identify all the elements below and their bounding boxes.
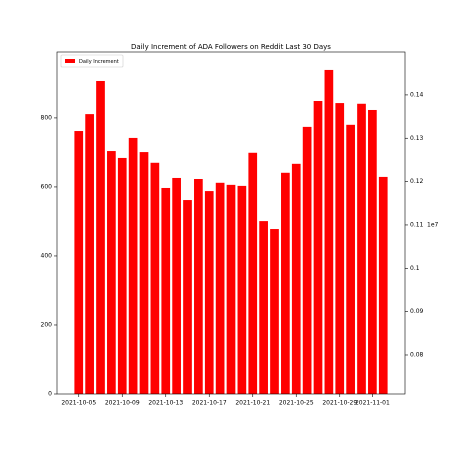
- x-tick-label: 2021-10-05: [61, 400, 96, 407]
- x-tick-label: 2021-10-25: [279, 400, 314, 407]
- bar: [139, 152, 149, 394]
- bar: [194, 178, 203, 394]
- bar: [85, 114, 94, 394]
- legend-label: Daily Increment: [79, 59, 119, 65]
- bar: [107, 151, 116, 394]
- x-tick-label: 2021-11-01: [355, 400, 390, 407]
- y2-tick-label: 0.11: [410, 221, 424, 228]
- plot-frame: [56, 51, 406, 395]
- bar: [313, 101, 323, 395]
- y2-tick-label: 0.1: [410, 265, 420, 272]
- bar: [96, 80, 105, 395]
- y-tick-label: 800: [41, 114, 53, 121]
- bar: [368, 109, 377, 395]
- bar: [248, 152, 258, 394]
- bar: [183, 200, 192, 394]
- bar: [150, 162, 160, 394]
- bar: [259, 221, 268, 394]
- bar: [215, 182, 225, 394]
- legend-box: [60, 54, 124, 68]
- bar: [270, 229, 279, 394]
- x-tick-label: 2021-10-29: [322, 400, 357, 407]
- chart-title: Daily Increment of ADA Followers on Redd…: [131, 43, 331, 51]
- y2-tick-label: 0.09: [410, 308, 424, 315]
- legend-swatch: [65, 59, 75, 63]
- bar: [172, 177, 181, 394]
- bar: [226, 184, 236, 394]
- y2-tick-label: 0.12: [410, 178, 424, 185]
- bar: [324, 69, 334, 395]
- bar: [204, 191, 214, 394]
- bar: [74, 131, 84, 394]
- y-tick-label: 0: [48, 391, 52, 398]
- bar: [378, 176, 388, 394]
- y2-tick-label: 0.08: [410, 351, 424, 358]
- x-tick-label: 2021-10-21: [235, 400, 270, 407]
- bar: [335, 103, 345, 394]
- y-tick-label: 600: [41, 183, 53, 190]
- bar: [357, 103, 366, 394]
- bar: [237, 185, 247, 394]
- bar: [346, 124, 355, 395]
- bar: [128, 137, 138, 394]
- x-tick-label: 2021-10-17: [192, 400, 227, 407]
- bar: [161, 187, 171, 394]
- bar: [281, 172, 290, 394]
- bar: [302, 126, 312, 394]
- x-tick-label: 2021-10-13: [148, 400, 183, 407]
- y-tick-label: 400: [41, 252, 53, 259]
- y-tick-label: 200: [41, 321, 53, 328]
- bar: [117, 157, 127, 394]
- y2-tick-label: 0.14: [410, 91, 424, 98]
- x-tick-label: 2021-10-09: [105, 400, 140, 407]
- bar: [291, 163, 301, 394]
- y2-tick-label: 0.13: [410, 135, 424, 142]
- y2-offset: 1e7: [427, 221, 439, 228]
